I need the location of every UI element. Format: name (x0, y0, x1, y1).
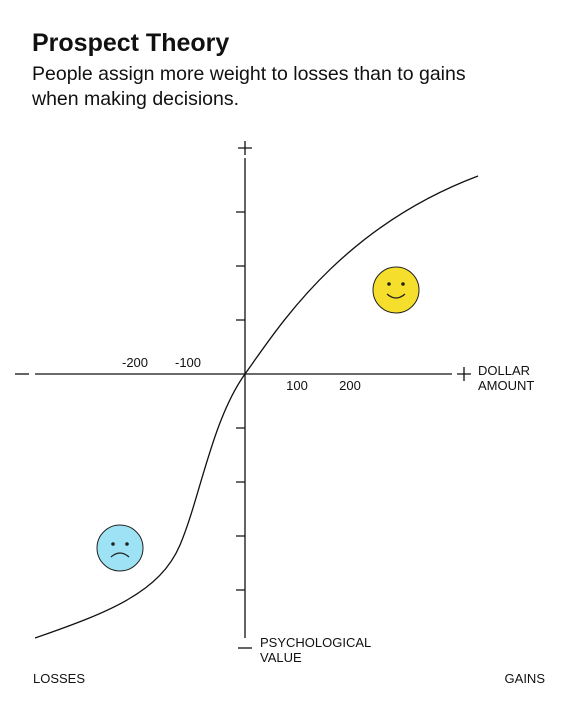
losses-label: LOSSES (33, 671, 85, 686)
plus-sign (238, 141, 252, 155)
y-axis-label: PSYCHOLOGICAL (260, 635, 371, 650)
plus-sign (457, 367, 471, 381)
subtitle: People assign more weight to losses than… (32, 63, 466, 85)
x-tick-label: -100 (175, 355, 201, 370)
x-tick-label: -200 (122, 355, 148, 370)
gains-label: GAINS (505, 671, 546, 686)
x-axis-label: AMOUNT (478, 378, 534, 393)
happy-face (372, 266, 420, 314)
subtitle: when making decisions. (31, 88, 239, 110)
axes (15, 141, 471, 649)
y-axis-label: VALUE (260, 650, 302, 665)
value-curve (34, 175, 479, 639)
x-tick-label: 100 (286, 378, 308, 393)
title: Prospect Theory (32, 29, 229, 57)
x-axis-label: DOLLAR (478, 363, 530, 378)
x-tick-label: 200 (339, 378, 361, 393)
sad-face (96, 524, 144, 572)
y-ticks (236, 211, 245, 591)
